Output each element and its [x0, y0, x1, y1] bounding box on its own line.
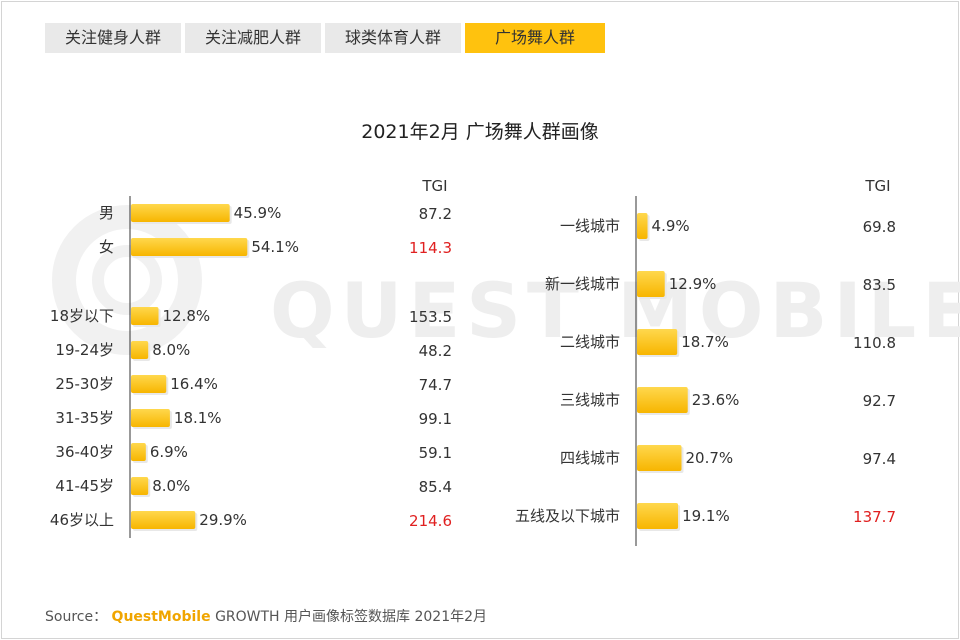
data-label: 8.0%: [152, 477, 190, 495]
category-label: 46岁以上: [50, 511, 114, 529]
category-label: 25-30岁: [55, 375, 114, 393]
tgi-value: 83.5: [863, 276, 896, 294]
bar: [637, 387, 688, 413]
data-label: 4.9%: [652, 217, 690, 235]
data-label: 8.0%: [152, 341, 190, 359]
bar: [131, 238, 248, 256]
source-brand: QuestMobile: [111, 609, 211, 625]
tab-bar: 关注健身人群 关注减肥人群 球类体育人群 广场舞人群: [45, 23, 609, 53]
tgi-header-left: TGI: [421, 177, 447, 195]
bar: [131, 341, 149, 359]
category-label: 二线城市: [560, 333, 620, 351]
bar: [637, 271, 665, 297]
data-label: 29.9%: [199, 511, 247, 529]
category-label: 36-40岁: [55, 443, 114, 461]
bar: [637, 503, 679, 529]
tab-weight-loss[interactable]: 关注减肥人群: [185, 23, 321, 53]
data-label: 6.9%: [150, 443, 188, 461]
tab-ball-sports[interactable]: 球类体育人群: [325, 23, 461, 53]
tgi-value: 214.6: [409, 512, 452, 530]
data-label: 19.1%: [682, 507, 730, 525]
bar: [637, 213, 648, 239]
category-label: 四线城市: [560, 449, 620, 467]
tgi-value: 99.1: [419, 410, 452, 428]
category-label: 女: [99, 238, 114, 256]
tgi-value: 74.7: [419, 376, 452, 394]
bar: [637, 445, 682, 471]
bar: [131, 307, 159, 325]
tgi-value: 137.7: [853, 508, 896, 526]
bar: [131, 477, 149, 495]
tgi-value: 97.4: [863, 450, 896, 468]
data-label: 23.6%: [692, 391, 740, 409]
tgi-value: 92.7: [863, 392, 896, 410]
category-label: 五线及以下城市: [515, 507, 620, 525]
bar: [131, 204, 230, 222]
category-label: 19-24岁: [55, 341, 114, 359]
bar: [637, 329, 678, 355]
chart-title: 2021年2月 广场舞人群画像: [361, 121, 599, 143]
source-prefix: Source：: [45, 609, 108, 625]
tgi-value: 153.5: [409, 308, 452, 326]
tgi-value: 48.2: [419, 342, 452, 360]
category-label: 一线城市: [560, 217, 620, 235]
tgi-value: 114.3: [409, 239, 452, 257]
data-label: 16.4%: [170, 375, 218, 393]
category-label: 18岁以下: [50, 307, 114, 325]
bar: [131, 375, 167, 393]
tgi-value: 87.2: [419, 205, 452, 223]
tab-fitness[interactable]: 关注健身人群: [45, 23, 181, 53]
data-label: 18.7%: [681, 333, 729, 351]
source-note: Source： QuestMobile GROWTH 用户画像标签数据库 202…: [45, 606, 487, 626]
tgi-value: 59.1: [419, 444, 452, 462]
category-label: 新一线城市: [545, 275, 620, 293]
data-label: 18.1%: [174, 409, 222, 427]
tab-square-dance[interactable]: 广场舞人群: [465, 23, 605, 53]
data-label: 45.9%: [234, 204, 282, 222]
tgi-header-right: TGI: [864, 177, 890, 195]
category-label: 三线城市: [560, 391, 620, 409]
watermark-text: QUEST MOBILE: [270, 266, 960, 355]
category-label: 男: [99, 204, 114, 222]
tgi-value: 110.8: [853, 334, 896, 352]
bar: [131, 443, 146, 461]
data-label: 12.8%: [163, 307, 211, 325]
category-label: 31-35岁: [55, 409, 114, 427]
tgi-value: 69.8: [863, 218, 896, 236]
category-label: 41-45岁: [55, 477, 114, 495]
tgi-value: 85.4: [419, 478, 452, 496]
source-rest: GROWTH 用户画像标签数据库 2021年2月: [215, 609, 488, 625]
data-label: 12.9%: [669, 275, 717, 293]
bar: [131, 409, 170, 427]
data-label: 54.1%: [251, 238, 299, 256]
data-label: 20.7%: [686, 449, 734, 467]
bar: [131, 511, 196, 529]
